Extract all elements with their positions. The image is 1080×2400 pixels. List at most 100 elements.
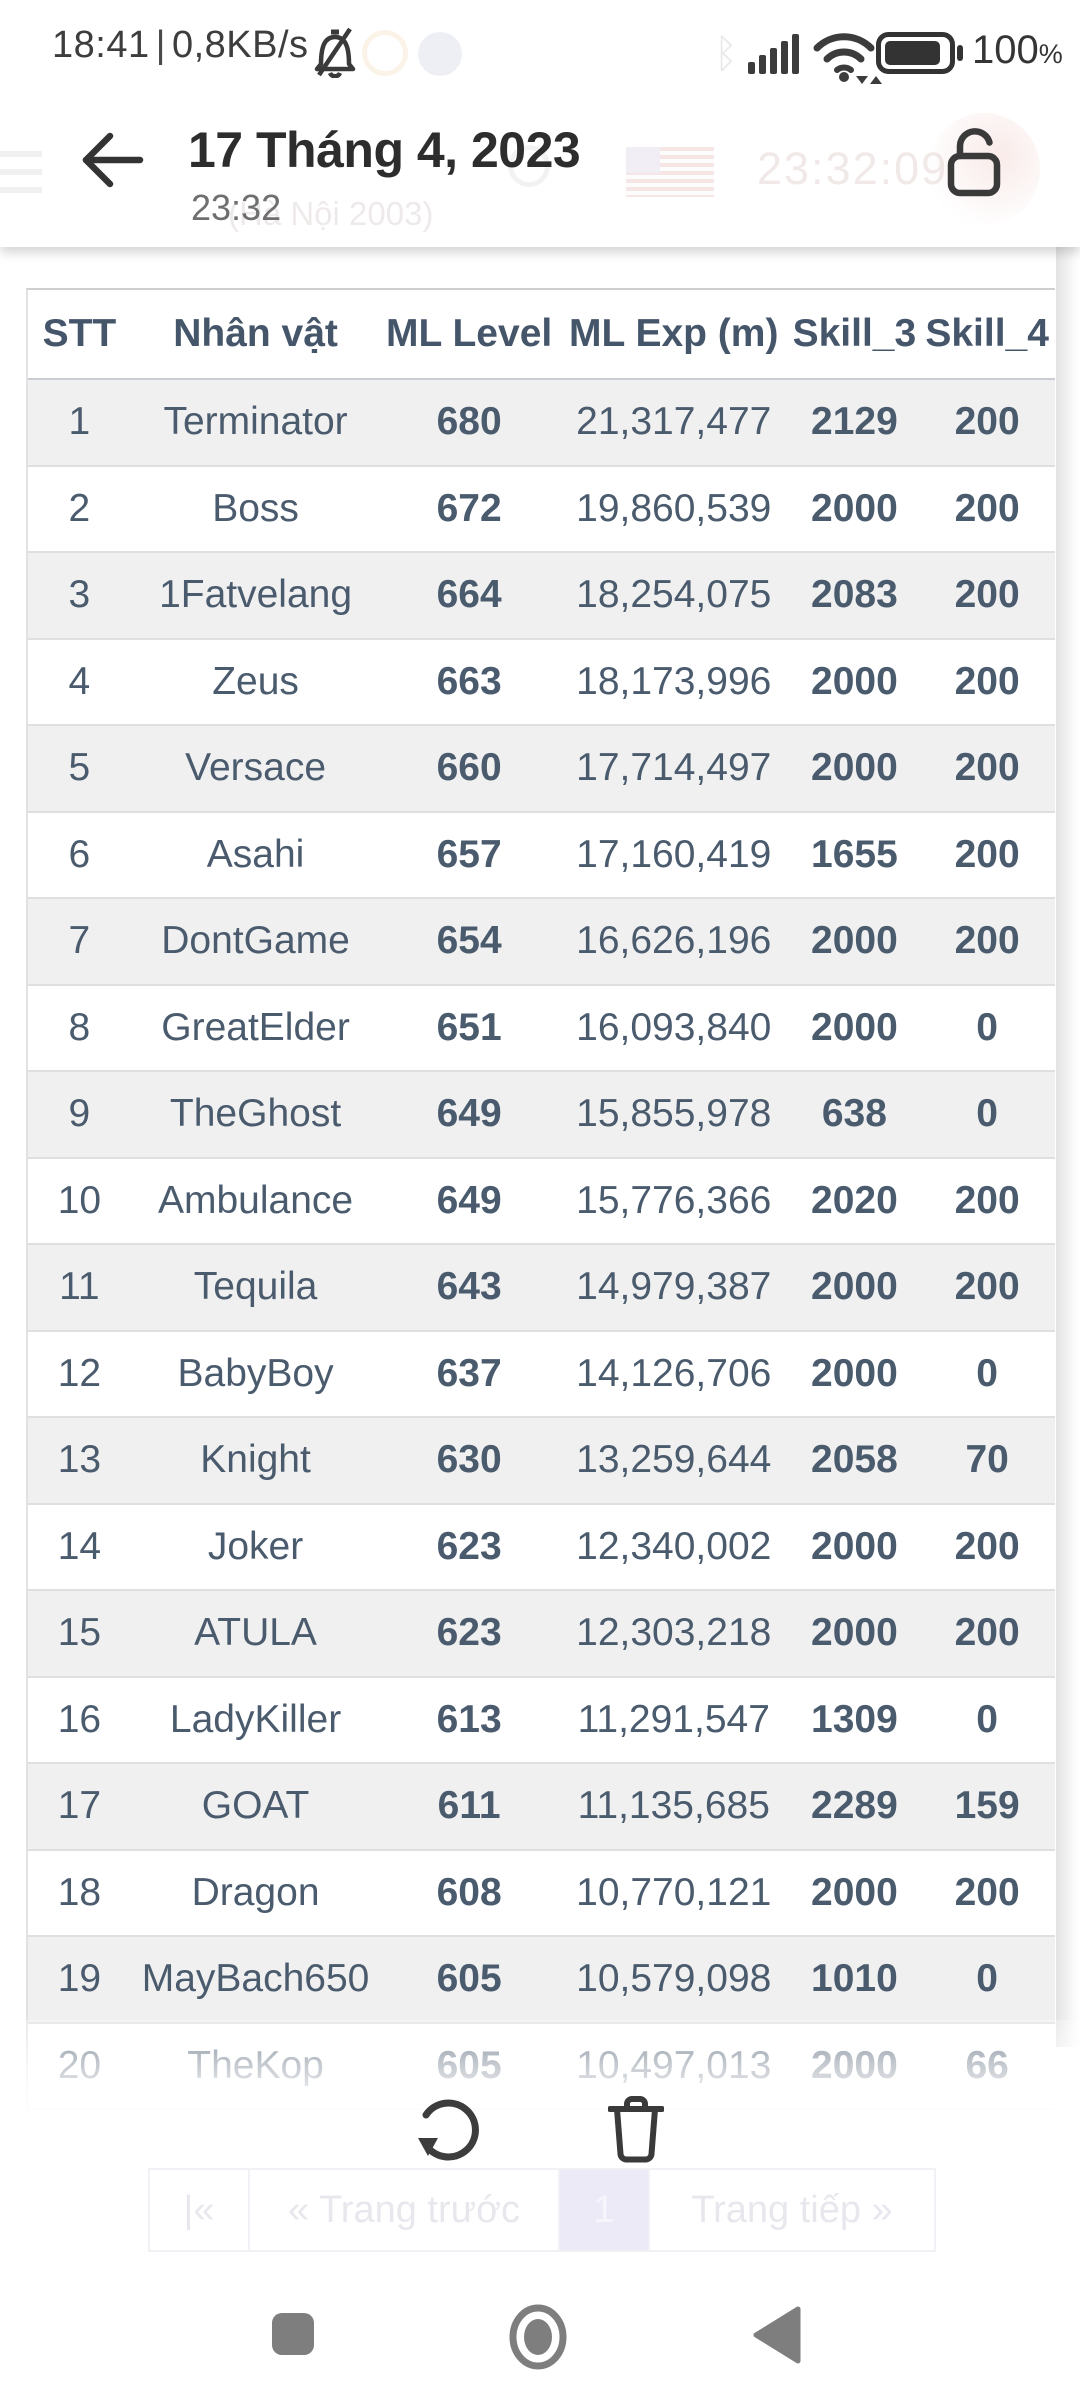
facebook-ghost-icon — [418, 32, 462, 76]
cell-stt: 16 — [57, 1697, 102, 1741]
table-row: 18 Dragon 608 10,770,121 2000 200 — [28, 1851, 1055, 1937]
cell-exp: 17,714,497 — [576, 746, 772, 790]
page-title: 17 Tháng 4, 2023 — [188, 122, 581, 178]
signal-bars-icon — [748, 30, 802, 74]
table-header-row: STT Nhân vật ML Level ML Exp (m) Skill_3… — [28, 290, 1055, 380]
cell-name: GOAT — [201, 1784, 310, 1828]
col-header-name: Nhân vật — [173, 312, 338, 355]
cell-skill3: 2058 — [811, 1438, 898, 1482]
cell-name: GreatElder — [161, 1005, 350, 1049]
trash-icon[interactable] — [608, 2096, 664, 2164]
cell-level: 611 — [437, 1784, 501, 1828]
cell-level: 649 — [436, 1092, 502, 1136]
current-page-button[interactable]: 1 — [560, 2168, 650, 2252]
cell-skill3: 2129 — [811, 400, 898, 444]
cell-stt: 10 — [57, 1178, 102, 1222]
table-row: 8 GreatElder 651 16,093,840 2000 0 — [28, 986, 1055, 1072]
cell-skill3: 2000 — [811, 1611, 898, 1655]
cell-skill4: 0 — [976, 1697, 998, 1741]
scrollbar[interactable] — [1056, 247, 1080, 2047]
cell-name: Zeus — [212, 659, 299, 703]
cell-skill4: 70 — [965, 1438, 1009, 1482]
cell-name: Boss — [212, 486, 299, 530]
status-net-speed: 0,8KB/s — [171, 24, 309, 66]
status-separator: | — [155, 24, 166, 66]
cell-name: Asahi — [206, 832, 305, 876]
nav-recents-button[interactable] — [272, 2313, 314, 2355]
cell-skill4: 0 — [976, 1351, 998, 1395]
cell-stt: 11 — [59, 1265, 100, 1309]
cell-name: Versace — [185, 746, 327, 790]
cell-name: DontGame — [161, 919, 350, 963]
cell-exp: 11,135,685 — [577, 1784, 770, 1828]
cell-skill3: 2000 — [811, 1005, 898, 1049]
cell-skill3: 2000 — [811, 1265, 898, 1309]
cell-stt: 9 — [68, 1092, 91, 1136]
pagination: |« « Trang trước 1 Trang tiếp » — [148, 2168, 936, 2252]
cell-skill3: 1309 — [811, 1697, 898, 1741]
muted-bell-icon — [312, 26, 358, 78]
cell-exp: 10,579,098 — [576, 1957, 772, 2001]
cell-level: 651 — [436, 1005, 502, 1049]
cell-skill4: 200 — [954, 400, 1020, 444]
cell-name: Ambulance — [157, 1178, 354, 1222]
cell-exp: 12,340,002 — [576, 1524, 772, 1568]
cell-skill3: 2289 — [811, 1784, 898, 1828]
cell-stt: 6 — [68, 832, 91, 876]
cell-name: Terminator — [163, 400, 348, 444]
cell-level: 663 — [436, 659, 502, 703]
cell-stt: 18 — [57, 1870, 102, 1914]
cell-name: TheGhost — [169, 1092, 342, 1136]
cell-stt: 1 — [68, 400, 91, 444]
cell-skill3: 2083 — [811, 573, 898, 617]
cell-name: Tequila — [193, 1265, 318, 1309]
cell-stt: 17 — [57, 1784, 102, 1828]
wifi-icon — [812, 28, 882, 84]
cell-skill3: 2000 — [811, 1524, 898, 1568]
cell-skill4: 200 — [954, 746, 1020, 790]
nav-back-button[interactable] — [752, 2306, 802, 2364]
cell-stt: 8 — [68, 1005, 91, 1049]
cell-stt: 5 — [68, 746, 91, 790]
cell-level: 608 — [436, 1870, 502, 1914]
cell-exp: 18,254,075 — [576, 573, 772, 617]
cell-exp: 16,626,196 — [576, 919, 772, 963]
page-subtitle: 23:32 — [191, 187, 282, 228]
next-page-button[interactable]: Trang tiếp » — [650, 2168, 936, 2252]
cell-skill4: 200 — [954, 1611, 1020, 1655]
alarm-clock-ghost-icon — [362, 30, 408, 76]
back-arrow-icon[interactable] — [78, 129, 144, 191]
us-flag-ghost-icon — [626, 147, 714, 197]
cell-level: 672 — [436, 486, 502, 530]
cell-stt: 12 — [57, 1351, 102, 1395]
cell-exp: 13,259,644 — [576, 1438, 772, 1482]
status-time: 18:41 — [52, 24, 150, 66]
cell-name: LadyKiller — [169, 1697, 342, 1741]
cell-skill3: 2000 — [811, 746, 898, 790]
cell-skill4: 200 — [954, 1524, 1020, 1568]
android-nav-bar — [0, 2280, 1080, 2400]
nav-home-button[interactable] — [508, 2302, 568, 2372]
ghost-note-text: (Hà Nội 2003) — [228, 195, 434, 232]
first-page-button[interactable]: |« — [148, 2168, 250, 2252]
table-row: 2 Boss 672 19,860,539 2000 200 — [28, 467, 1055, 553]
prev-page-button[interactable]: « Trang trước — [250, 2168, 560, 2252]
table-row: 12 BabyBoy 637 14,126,706 2000 0 — [28, 1332, 1055, 1418]
lock-open-icon[interactable] — [940, 123, 1006, 199]
cell-level: 643 — [436, 1265, 502, 1309]
cell-exp: 21,317,477 — [576, 400, 772, 444]
cell-level: 637 — [436, 1351, 502, 1395]
cell-exp: 15,776,366 — [576, 1178, 772, 1222]
col-header-skill4: Skill_4 — [925, 312, 1049, 355]
header-bar: 17 Tháng 4, 2023 23:32 (Hà Nội 2003) 23:… — [0, 95, 1080, 247]
cell-level: 654 — [436, 919, 502, 963]
refresh-icon[interactable] — [416, 2098, 480, 2162]
cell-stt: 13 — [57, 1438, 102, 1482]
cell-exp: 15,855,978 — [576, 1092, 772, 1136]
table-row: 4 Zeus 663 18,173,996 2000 200 — [28, 640, 1055, 726]
bluetooth-ghost-icon: ᛒ — [714, 32, 738, 76]
cell-skill4: 200 — [954, 919, 1020, 963]
cell-stt: 7 — [68, 919, 91, 963]
ghost-clock-text: 23:32:09 — [757, 143, 949, 194]
cell-level: 680 — [436, 400, 502, 444]
